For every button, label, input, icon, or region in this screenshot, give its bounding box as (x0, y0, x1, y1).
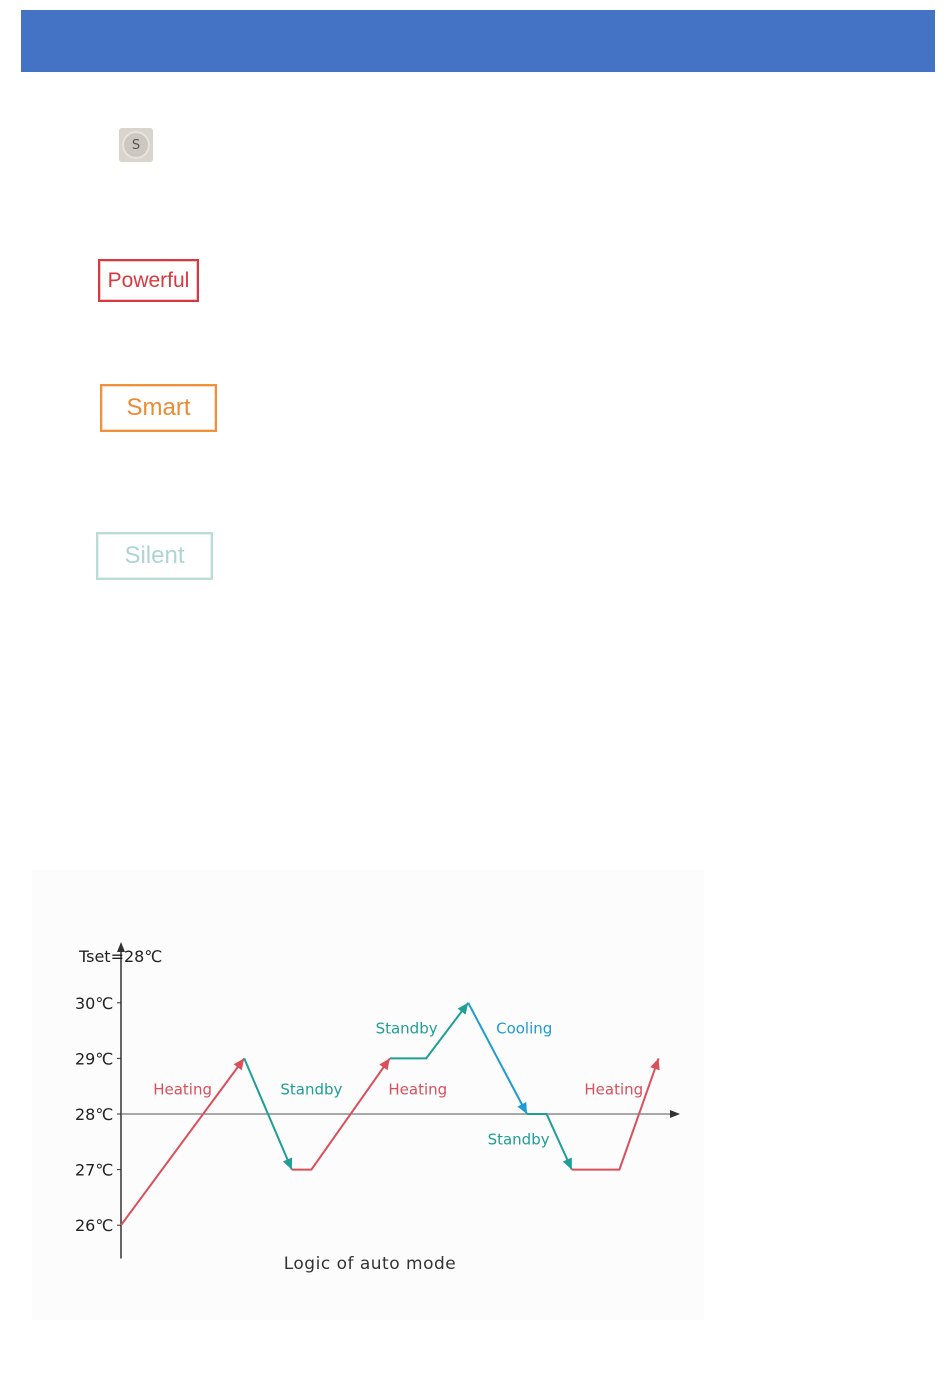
heating-annotation: Heating (388, 1081, 447, 1099)
smart-mode-label: Smart (100, 384, 217, 432)
y-axis-arrow (117, 942, 125, 952)
auto-mode-chart-panel: Tset=28℃ 26℃ 27℃ 28℃ 29℃ 30℃ Heating Standby Hea… (32, 870, 704, 1320)
heating-arrowhead (650, 1058, 660, 1071)
heating-segment (120, 1057, 246, 1226)
s-mode-button[interactable]: S (119, 128, 153, 162)
y-tick-label: 28℃ (75, 1105, 113, 1124)
standby-segment (243, 1058, 293, 1170)
cooling-segment (467, 1002, 528, 1115)
heating-annotation: Heating (584, 1081, 643, 1099)
heating-arrowhead (233, 1058, 245, 1071)
standby-arrowhead (562, 1157, 572, 1170)
header-bar (21, 10, 935, 72)
y-tick-label: 29℃ (75, 1049, 113, 1068)
auto-mode-chart: Tset=28℃ 26℃ 27℃ 28℃ 29℃ 30℃ Heating Standby Hea… (75, 942, 680, 1259)
heating-arrowhead (379, 1058, 390, 1071)
standby-segment (527, 1113, 573, 1171)
y-tick-label: 26℃ (75, 1216, 113, 1235)
y-tick-label: 27℃ (75, 1161, 113, 1180)
silent-mode-label: Silent (96, 532, 213, 580)
y-tick-label: 30℃ (75, 994, 113, 1013)
powerful-mode-label: Powerful (98, 259, 199, 302)
s-button-label: S (122, 131, 150, 159)
chart-title: Tset=28℃ (78, 947, 162, 966)
x-axis-arrow (670, 1110, 680, 1118)
standby-annotation: Standby (488, 1131, 550, 1149)
standby-annotation: Standby (280, 1081, 342, 1099)
heating-segment (571, 1058, 660, 1171)
heating-segment (291, 1057, 391, 1171)
standby-arrowhead (457, 1002, 469, 1015)
standby-arrowhead (282, 1157, 293, 1170)
standby-segment (389, 1002, 469, 1060)
cooling-annotation: Cooling (496, 1019, 552, 1037)
standby-annotation: Standby (376, 1019, 438, 1037)
chart-caption: Logic of auto mode (283, 1254, 457, 1274)
cooling-arrowhead (517, 1101, 527, 1114)
heating-annotation: Heating (153, 1081, 212, 1099)
